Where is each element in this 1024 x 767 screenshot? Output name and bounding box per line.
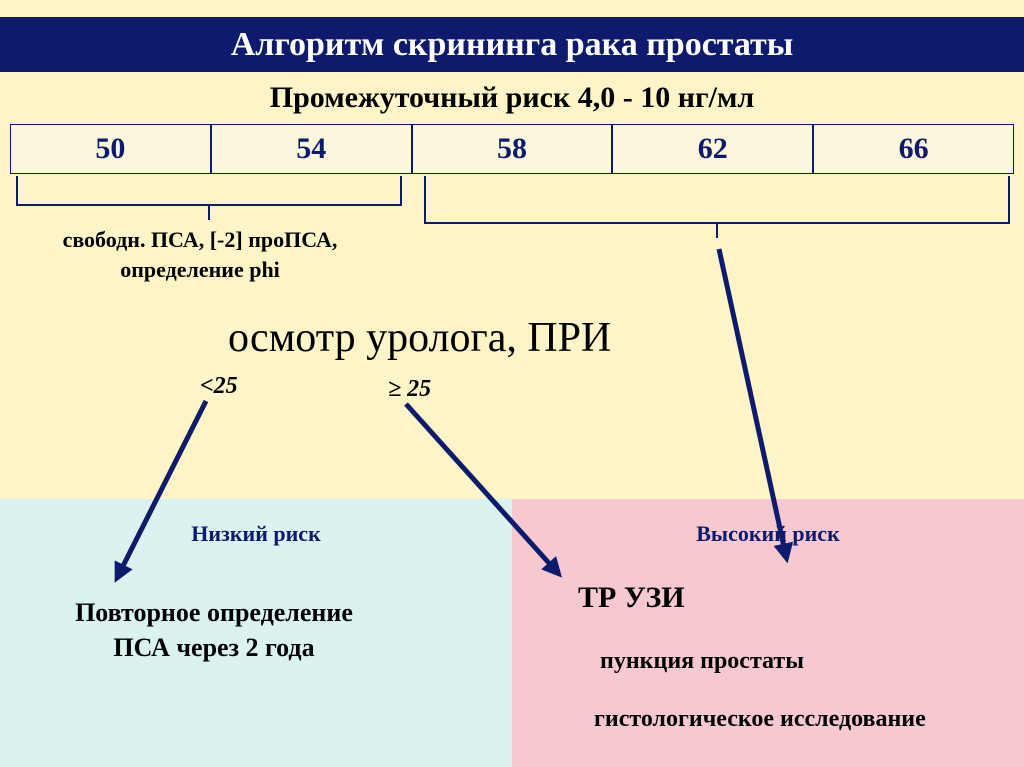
- bracket: [16, 176, 402, 206]
- title-text: Алгоритм скрининга рака простаты: [231, 26, 794, 64]
- age-cell-50: 50: [10, 124, 211, 174]
- bracket-tick: [716, 224, 718, 238]
- label-high_risk_title: Высокий риск: [512, 519, 1024, 549]
- slide-root: Алгоритм скрининга рака простаты Промежу…: [0, 0, 1024, 767]
- label-hist: гистологическое исследование: [594, 703, 926, 735]
- age-row: 5054586266: [10, 124, 1014, 174]
- bracket-tick: [208, 206, 210, 220]
- label-psa_def-line-0: свободн. ПСА, [-2] проПСА,: [20, 225, 380, 255]
- label-lt25: <25: [200, 370, 238, 402]
- label-psa_def: свободн. ПСА, [-2] проПСА,определение ph…: [20, 225, 380, 284]
- bracket: [424, 176, 1010, 224]
- label-puncture: пункция простаты: [600, 645, 804, 677]
- age-cell-62: 62: [612, 124, 813, 174]
- label-main: осмотр уролога, ПРИ: [228, 310, 611, 367]
- subtitle-row: Промежуточный риск 4,0 - 10 нг/мл: [0, 78, 1024, 118]
- label-truzi: ТР УЗИ: [578, 578, 685, 619]
- age-cell-54: 54: [211, 124, 412, 174]
- label-low_risk_title: Низкий риск: [0, 519, 512, 549]
- label-repeat: Повторное определениеПСА через 2 года: [34, 595, 394, 665]
- label-ge25: ≥ 25: [388, 373, 431, 405]
- age-cell-58: 58: [412, 124, 613, 174]
- label-psa_def-line-1: определение phi: [20, 255, 380, 285]
- age-cell-66: 66: [813, 124, 1014, 174]
- subtitle-text: Промежуточный риск 4,0 - 10 нг/мл: [270, 81, 755, 115]
- title-bar: Алгоритм скрининга рака простаты: [0, 17, 1024, 72]
- label-repeat-line-0: Повторное определение: [34, 595, 394, 630]
- label-repeat-line-1: ПСА через 2 года: [34, 630, 394, 665]
